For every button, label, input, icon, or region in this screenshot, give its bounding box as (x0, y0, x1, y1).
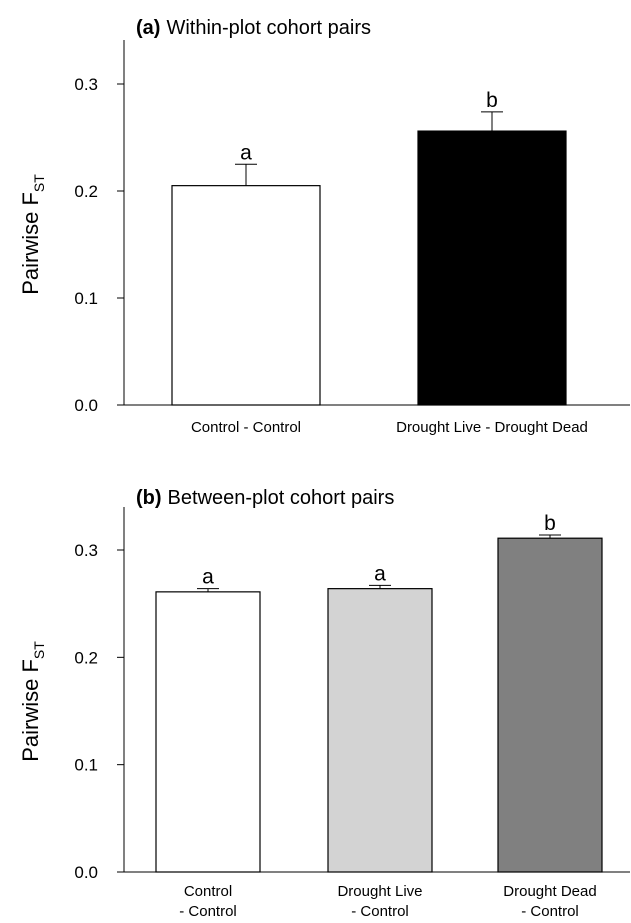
panel-b-bar (155, 591, 261, 873)
panel-a-category-label: Drought Live - Drought Dead (396, 419, 588, 436)
panel-b-y-tick-label: 0.1 (74, 756, 98, 775)
panel-b-title-text: Between-plot cohort pairs (168, 487, 395, 509)
panel-a-bar (171, 185, 321, 406)
panel-b-bar (497, 537, 603, 873)
panel-a-category-label: Control - Control (191, 419, 301, 436)
panel-a-title-text: Within-plot cohort pairs (166, 17, 371, 39)
panel-b-y-tick-label: 0.2 (74, 648, 98, 667)
panel-a-y-label-sub: ST (31, 174, 47, 192)
panel-a-y-tick-label: 0.3 (74, 75, 98, 94)
panel-b-y-label: Pairwise FST (18, 641, 47, 762)
panel-b-category-label: - Control (179, 903, 237, 920)
panel-b-y-label-main: Pairwise F (18, 659, 43, 762)
panel-b-category-label: - Control (351, 903, 409, 920)
panel-a: (a) Within-plot cohort pairs 0.0 0.1 0.2 0.3 P… (18, 17, 630, 436)
panel-a-y-label: Pairwise FST (18, 174, 47, 295)
panel-a-y-tick-label: 0.1 (74, 289, 98, 308)
panel-b-y-tick-label: 0.3 (74, 541, 98, 560)
panel-b-category-label: Control (184, 883, 232, 900)
panel-a-y-tick-label: 0.2 (74, 182, 98, 201)
panel-b-category-label: - Control (521, 903, 579, 920)
panel-b-y-tick-label: 0.0 (74, 863, 98, 882)
panel-a-y-label-main: Pairwise F (18, 192, 43, 295)
panel-b-category-label: Drought Dead (503, 883, 596, 900)
panel-a-letter: (a) (136, 17, 160, 39)
panel-b: (b) Between-plot cohort pairs 0.0 0.1 0.2 0.3… (18, 487, 630, 920)
panel-a-significance-label: b (486, 89, 498, 112)
panel-b-significance-label: a (202, 566, 214, 589)
panel-a-y-tick-label: 0.0 (74, 396, 98, 415)
panel-a-significance-label: a (240, 141, 252, 164)
panel-b-category-label: Drought Live (337, 883, 422, 900)
panel-b-letter: (b) (136, 487, 162, 509)
panel-b-y-label-sub: ST (31, 641, 47, 659)
panel-b-significance-label: b (544, 512, 556, 535)
panel-a-title: (a) Within-plot cohort pairs (136, 17, 371, 39)
panel-b-title: (b) Between-plot cohort pairs (136, 487, 394, 509)
panel-b-significance-label: a (374, 562, 386, 585)
panel-b-bar (327, 588, 433, 873)
panel-a-bar (417, 130, 567, 406)
